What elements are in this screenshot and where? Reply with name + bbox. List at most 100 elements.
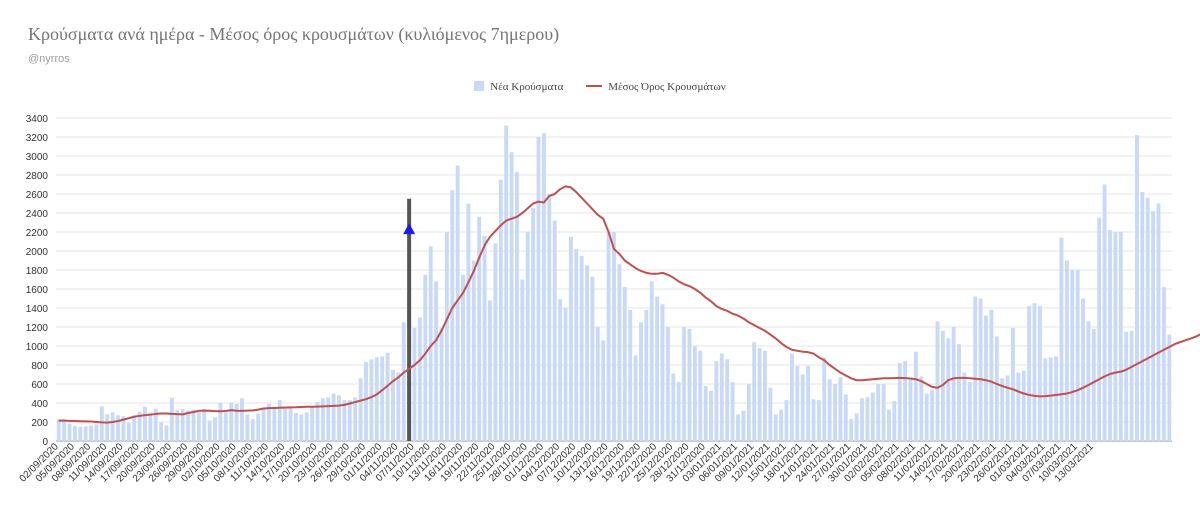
- legend-item-bars[interactable]: Νέα Κρούσματα: [474, 81, 563, 93]
- bar: [62, 419, 67, 441]
- legend-label-line: Μέσος Όρος Κρουσμάτων: [608, 81, 726, 94]
- bar: [223, 412, 228, 441]
- y-tick-label: 2200: [26, 228, 49, 239]
- bar: [477, 216, 482, 441]
- bar: [56, 419, 61, 441]
- y-tick-label: 1600: [26, 285, 49, 296]
- bar: [283, 406, 288, 441]
- bar: [250, 419, 255, 441]
- bar: [865, 397, 870, 441]
- bar: [1043, 358, 1048, 441]
- bar: [1054, 356, 1059, 441]
- y-tick-label: 2800: [26, 171, 49, 182]
- bar: [827, 379, 832, 441]
- bar: [590, 276, 595, 441]
- bar: [466, 203, 471, 441]
- y-tick-label: 1200: [26, 323, 49, 334]
- bar: [563, 308, 568, 441]
- y-tick-label: 1400: [26, 304, 49, 315]
- bar: [1048, 357, 1053, 441]
- bar: [919, 376, 924, 441]
- bar: [892, 401, 897, 441]
- bar: [946, 338, 951, 441]
- bar: [531, 208, 536, 441]
- bar: [293, 412, 298, 441]
- bar: [83, 426, 88, 441]
- bar: [682, 327, 687, 441]
- bar: [364, 362, 368, 441]
- bar: [1021, 370, 1026, 441]
- y-tick-label: 3200: [26, 133, 49, 144]
- bar: [779, 409, 784, 441]
- bar: [380, 356, 385, 441]
- bar: [887, 409, 891, 441]
- bar: [908, 378, 913, 441]
- bar: [434, 281, 439, 441]
- bar: [692, 346, 697, 441]
- bar: [1140, 192, 1145, 441]
- bar: [870, 392, 875, 441]
- bar: [1081, 298, 1085, 441]
- bar: [1135, 135, 1139, 441]
- y-tick-label: 600: [31, 380, 48, 391]
- bar: [439, 327, 444, 441]
- bar: [984, 315, 988, 441]
- bar: [207, 420, 212, 441]
- bar: [353, 397, 358, 441]
- bar: [935, 321, 940, 441]
- bar: [746, 384, 751, 441]
- bar: [962, 372, 967, 441]
- bar: [612, 232, 616, 441]
- bar: [148, 412, 153, 441]
- bar: [272, 408, 277, 441]
- line-series: [58, 185, 1200, 424]
- bar: [536, 137, 541, 441]
- bar: [396, 372, 401, 441]
- bar: [978, 298, 983, 441]
- bar: [568, 236, 573, 441]
- bar: [719, 353, 724, 441]
- legend-item-line[interactable]: Μέσος Όρος Κρουσμάτων: [586, 81, 726, 93]
- bar: [1064, 260, 1069, 441]
- bar: [876, 384, 881, 441]
- legend-swatch-bars: [474, 81, 485, 92]
- bar: [196, 412, 201, 441]
- bar: [1059, 237, 1064, 441]
- bar: [299, 414, 304, 441]
- bar: [245, 414, 250, 441]
- bar: [671, 373, 676, 441]
- y-tick-label: 800: [31, 361, 48, 372]
- bar-series: [56, 125, 1172, 441]
- bar: [1005, 375, 1010, 441]
- bar: [153, 408, 158, 441]
- bar: [267, 403, 271, 441]
- bar: [1070, 270, 1075, 441]
- bar: [1156, 203, 1161, 441]
- bar: [633, 355, 638, 441]
- bar: [256, 413, 261, 441]
- bar: [121, 416, 126, 441]
- bar: [806, 365, 811, 441]
- y-tick-label: 1000: [26, 342, 49, 353]
- bar: [444, 232, 449, 441]
- y-tick-label: 0: [42, 437, 48, 448]
- bar: [126, 422, 131, 441]
- bar: [1075, 270, 1080, 441]
- bar: [1113, 232, 1118, 441]
- bar: [342, 400, 347, 441]
- bar: [331, 393, 336, 441]
- bar: [1086, 321, 1091, 441]
- bar: [795, 365, 800, 441]
- bar: [752, 342, 757, 441]
- bar: [515, 172, 519, 441]
- bar: [849, 419, 854, 441]
- bar: [498, 179, 503, 441]
- bar: [1000, 378, 1005, 441]
- bar: [585, 265, 589, 441]
- bar: [1037, 306, 1042, 441]
- bar: [288, 407, 293, 441]
- bar: [347, 400, 352, 441]
- bar: [714, 361, 719, 441]
- chart-subtitle: @nyrros: [28, 53, 70, 65]
